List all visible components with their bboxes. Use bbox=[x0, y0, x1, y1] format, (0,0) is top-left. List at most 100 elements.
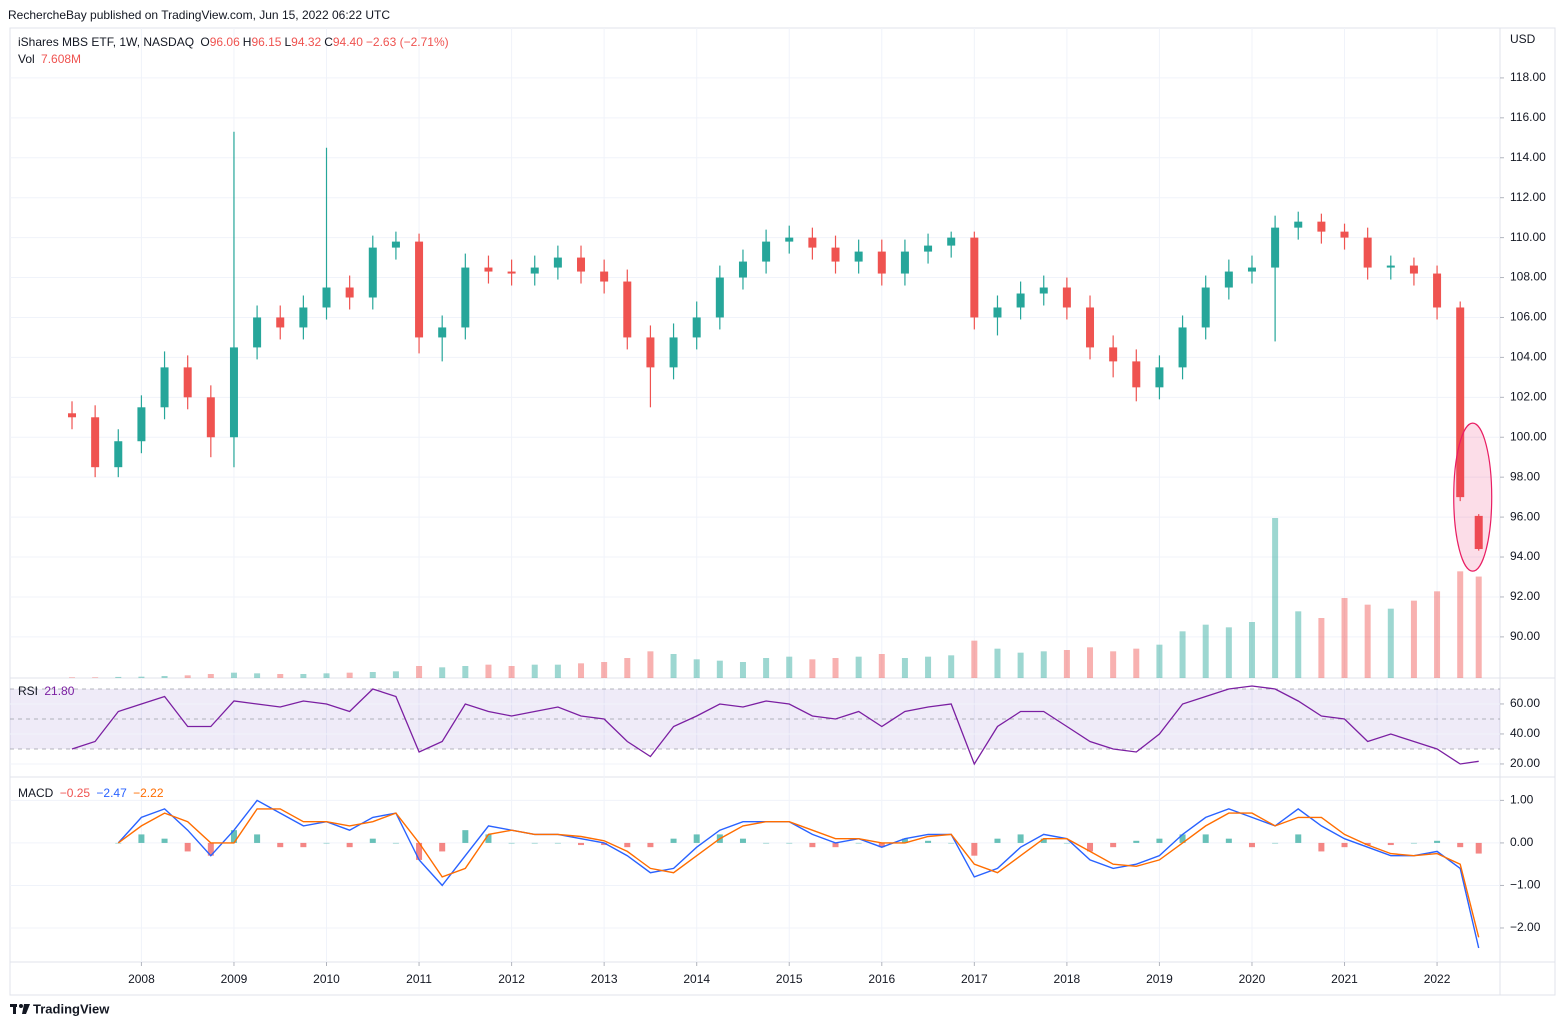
candle-body bbox=[183, 367, 192, 398]
volume-bar bbox=[994, 648, 1001, 678]
volume-bar bbox=[832, 658, 839, 678]
macd-histogram-bar bbox=[1364, 842, 1371, 846]
volume-bar bbox=[1156, 644, 1163, 678]
candle-body bbox=[1433, 273, 1442, 308]
logo-shape bbox=[22, 1004, 30, 1014]
candle-body bbox=[206, 397, 215, 438]
candle-body bbox=[924, 245, 933, 252]
macd-histogram-bar bbox=[1387, 842, 1394, 846]
candle-body bbox=[415, 241, 424, 338]
candle-body bbox=[553, 257, 562, 268]
x-tick-label: 2022 bbox=[1424, 972, 1451, 986]
macd-histogram-bar bbox=[439, 842, 446, 852]
volume-value: 7.608M bbox=[41, 52, 82, 66]
candle-body bbox=[1109, 347, 1118, 362]
macd-histogram-bar bbox=[971, 842, 978, 856]
macd-histogram-bar bbox=[1295, 834, 1302, 843]
macd-histogram-bar bbox=[300, 842, 307, 848]
logo-shape bbox=[13, 1004, 16, 1014]
candle-body bbox=[368, 247, 377, 298]
candle-body bbox=[600, 271, 609, 282]
y-tick-label: 1.00 bbox=[1510, 793, 1534, 807]
volume-bar bbox=[1387, 608, 1394, 678]
candle-body bbox=[1016, 293, 1025, 308]
candle-body bbox=[1086, 307, 1095, 348]
candle-body bbox=[1039, 287, 1048, 294]
candle-body bbox=[785, 237, 794, 242]
volume-bar bbox=[1457, 571, 1464, 678]
candle-body bbox=[1340, 231, 1349, 238]
macd-histogram-bar bbox=[601, 842, 608, 846]
x-tick-label: 2016 bbox=[868, 972, 895, 986]
macd-histogram-bar bbox=[878, 842, 885, 848]
macd-histogram-bar bbox=[624, 842, 631, 848]
y-tick-label: 114.00 bbox=[1510, 150, 1546, 164]
candle-body bbox=[854, 251, 863, 262]
macd-histogram-bar bbox=[254, 834, 261, 843]
volume-bar bbox=[1133, 648, 1140, 678]
volume-bar bbox=[508, 666, 515, 678]
macd-histogram-bar bbox=[554, 842, 561, 844]
candle-body bbox=[391, 241, 400, 248]
y-tick-label: 96.00 bbox=[1510, 509, 1540, 523]
candle-body bbox=[1271, 227, 1280, 268]
macd-histogram-bar bbox=[1110, 842, 1117, 848]
macd-histogram-bar bbox=[531, 842, 538, 844]
x-tick-label: 2012 bbox=[498, 972, 525, 986]
volume-bar bbox=[948, 655, 955, 678]
macd-line-value: −2.47 bbox=[96, 786, 127, 800]
macd-histogram-bar bbox=[392, 842, 399, 844]
candle-body bbox=[577, 257, 586, 272]
candle-body bbox=[993, 307, 1002, 318]
candle-body bbox=[68, 413, 77, 418]
candle-body bbox=[1363, 237, 1372, 268]
y-tick-label: 118.00 bbox=[1510, 70, 1546, 84]
candle-body bbox=[1062, 287, 1071, 308]
y-tick-label: 20.00 bbox=[1510, 756, 1540, 770]
volume-bar bbox=[647, 651, 654, 678]
candle-body bbox=[91, 417, 100, 468]
macd-histogram-bar bbox=[138, 834, 145, 843]
volume-bar bbox=[207, 674, 214, 678]
macd-histogram-bar bbox=[809, 842, 816, 848]
candle-body bbox=[970, 237, 979, 318]
candle-body bbox=[507, 271, 516, 274]
candle-body bbox=[1474, 515, 1483, 550]
volume-bar bbox=[1040, 651, 1047, 678]
volume-bar bbox=[416, 666, 423, 678]
volume-bar bbox=[230, 672, 237, 678]
y-tick-label: 110.00 bbox=[1510, 230, 1546, 244]
x-tick-label: 2019 bbox=[1146, 972, 1173, 986]
volume-bar bbox=[346, 672, 353, 678]
volume-bar bbox=[1110, 651, 1117, 678]
candle-body bbox=[762, 241, 771, 262]
volume-bar bbox=[1202, 624, 1209, 678]
ohlc-key: O bbox=[200, 35, 210, 49]
y-tick-label: 90.00 bbox=[1510, 629, 1540, 643]
y-tick-label: 108.00 bbox=[1510, 270, 1547, 284]
macd-histogram-bar bbox=[1087, 842, 1094, 852]
candle-body bbox=[1155, 367, 1164, 388]
candle-body bbox=[1247, 267, 1256, 272]
macd-histogram-bar bbox=[1410, 842, 1417, 844]
y-tick-label: −1.00 bbox=[1510, 878, 1541, 892]
volume-bar bbox=[392, 671, 399, 678]
y-tick-label: 106.00 bbox=[1510, 310, 1547, 324]
candle-body bbox=[738, 261, 747, 278]
candle-body bbox=[253, 317, 262, 348]
volume-legend: Vol 7.608M bbox=[18, 52, 84, 66]
y-tick-label: 98.00 bbox=[1510, 469, 1540, 483]
x-tick-label: 2011 bbox=[406, 972, 432, 986]
symbol-title: iShares MBS ETF, 1W, NASDAQ bbox=[18, 35, 195, 49]
candle-body bbox=[877, 251, 886, 274]
volume-label: Vol bbox=[18, 52, 35, 66]
candle-body bbox=[299, 307, 308, 328]
rsi-line bbox=[71, 685, 1479, 766]
volume-bar bbox=[254, 673, 261, 678]
candle-body bbox=[114, 441, 123, 468]
macd-title: MACD bbox=[18, 786, 54, 800]
y-tick-label: 116.00 bbox=[1510, 110, 1546, 124]
candle-body bbox=[1386, 265, 1395, 268]
candle-body bbox=[947, 237, 956, 246]
macd-histogram-bar bbox=[1248, 842, 1255, 848]
